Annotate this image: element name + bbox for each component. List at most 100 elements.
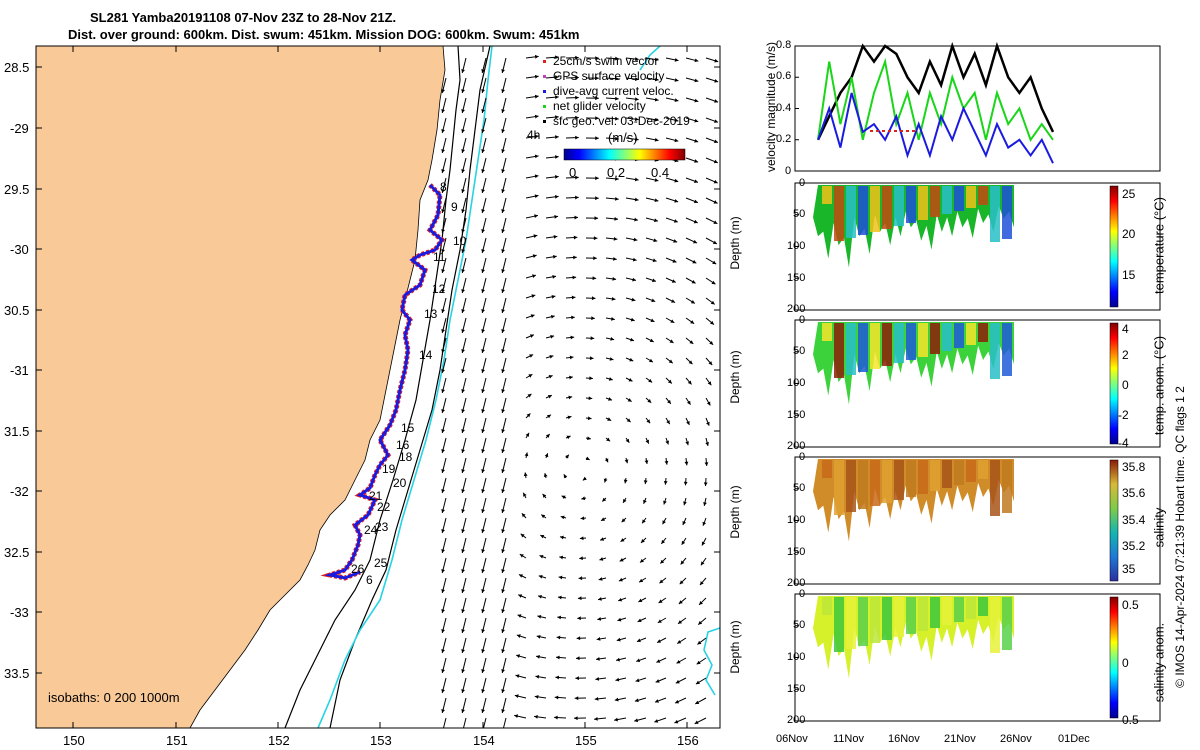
flow-arrow-head — [579, 556, 583, 561]
flow-arrow-head — [687, 380, 692, 385]
flow-arrow-head — [699, 600, 703, 605]
flow-arrow-head — [602, 497, 607, 502]
flow-arrow-head — [516, 634, 521, 638]
colorbar-tick-1: 0.2 — [607, 165, 626, 180]
temperature-cell — [1002, 186, 1012, 239]
isobath-200m — [284, 46, 461, 728]
flow-arrow-head — [481, 189, 485, 193]
salinity-anom-colorbar — [1109, 596, 1119, 719]
flow-arrow-head — [690, 320, 695, 324]
day-label: 13 — [424, 307, 438, 321]
flow-arrow-head — [501, 469, 505, 473]
swim-marker — [876, 130, 879, 132]
vel-ytick: 0.8 — [776, 39, 792, 51]
salinity-colorbar — [1109, 459, 1119, 582]
flow-arrow-head — [654, 117, 659, 122]
flow-arrow-head — [501, 409, 505, 413]
flow-arrow-head — [441, 509, 445, 513]
vel-ytick: 0.6 — [776, 70, 792, 82]
temperature-cell — [930, 186, 940, 217]
flow-arrow-head — [696, 660, 701, 665]
flow-arrow-head — [481, 229, 485, 233]
flow-arrow-head — [646, 419, 651, 424]
flow-arrow-head — [441, 189, 445, 193]
flow-arrow-head — [441, 109, 445, 113]
flow-arrow-head — [608, 397, 613, 401]
cbar-tick: 0 — [1122, 656, 1129, 670]
flow-arrow-head — [694, 98, 699, 103]
temp-anom-cell — [834, 323, 844, 378]
depth-tick: 50 — [793, 482, 806, 494]
flow-arrow-head — [481, 209, 485, 213]
flow-arrow-head — [664, 460, 669, 465]
flow-arrow-head — [554, 214, 559, 219]
flow-arrow-head — [554, 155, 559, 159]
day-label: 26 — [351, 562, 365, 576]
flow-arrow-head — [674, 98, 679, 102]
flow-arrow-head — [595, 196, 599, 201]
flow-arrow-head — [501, 649, 505, 653]
flow-arrow-head — [674, 719, 679, 724]
flow-arrow-head — [534, 194, 539, 199]
flow-arrow-head — [694, 179, 698, 183]
salinity-anom-cell — [966, 597, 976, 619]
flow-arrow-head — [596, 656, 600, 661]
flow-arrow-head — [694, 138, 699, 143]
flow-arrow-head — [461, 609, 465, 613]
flow-arrow-head — [532, 254, 537, 259]
flow-arrow-head — [713, 179, 718, 184]
salinity-anom-cell — [906, 597, 916, 634]
flow-arrow-head — [441, 489, 445, 493]
flow-arrow-head — [657, 619, 662, 623]
flow-arrow-head — [651, 298, 656, 303]
flow-arrow-head — [594, 216, 599, 221]
salinity-cell — [1002, 460, 1012, 513]
salinity-anom-cell — [918, 597, 928, 631]
flow-arrow-head — [593, 256, 597, 261]
depth-tick: 150 — [787, 546, 806, 558]
day-label: 8 — [440, 180, 447, 194]
flow-arrow-head — [441, 649, 445, 653]
flow-arrow-head — [501, 669, 505, 673]
legend-marker — [543, 60, 546, 63]
flow-arrow-head — [554, 194, 559, 199]
flow-arrow-head — [634, 197, 639, 202]
flow-arrow-head — [615, 116, 619, 121]
flow-arrow-head — [614, 717, 618, 722]
flow-arrow-head — [683, 501, 687, 506]
flow-arrow-head — [596, 637, 601, 641]
flow-arrow-head — [648, 378, 653, 383]
flow-arrow-head — [652, 258, 657, 263]
flow-arrow-head — [573, 235, 578, 240]
flow-arrow-head — [481, 589, 485, 593]
flow-arrow-head — [693, 199, 698, 204]
flow-arrow-head — [515, 674, 520, 679]
flow-arrow-head — [680, 560, 685, 565]
flow-arrow-head — [538, 594, 542, 599]
flow-arrow-head — [516, 654, 521, 658]
flow-arrow-head — [534, 694, 539, 699]
flow-arrow-head — [481, 629, 485, 633]
salinity-cell — [954, 460, 964, 485]
flow-arrow-head — [534, 134, 539, 139]
flow-arrow-head — [674, 58, 679, 62]
flow-arrow-head — [637, 618, 642, 623]
swim-marker — [906, 130, 909, 132]
flow-arrow-head — [650, 318, 655, 323]
depth-tick: 200 — [787, 577, 806, 589]
legend-marker — [543, 75, 546, 78]
flow-arrow-head — [681, 540, 686, 545]
flow-arrow-head — [461, 229, 465, 233]
flow-arrow-head — [710, 320, 714, 325]
flow-arrow-head — [571, 315, 575, 320]
flow-arrow-head — [645, 439, 649, 444]
cbar-tick: 2 — [1122, 348, 1129, 362]
cbar-tick: 0.5 — [1122, 598, 1139, 612]
swim-marker — [882, 130, 885, 132]
legend-sfc-geo: sfc geo. vel. 03-Dec-2019 — [553, 114, 690, 128]
flow-arrow-head — [552, 274, 557, 279]
flow-arrow-head — [461, 629, 465, 633]
flow-arrow-head — [441, 409, 445, 413]
temp-anom-cell — [870, 323, 880, 369]
flow-arrow-head — [598, 577, 603, 581]
